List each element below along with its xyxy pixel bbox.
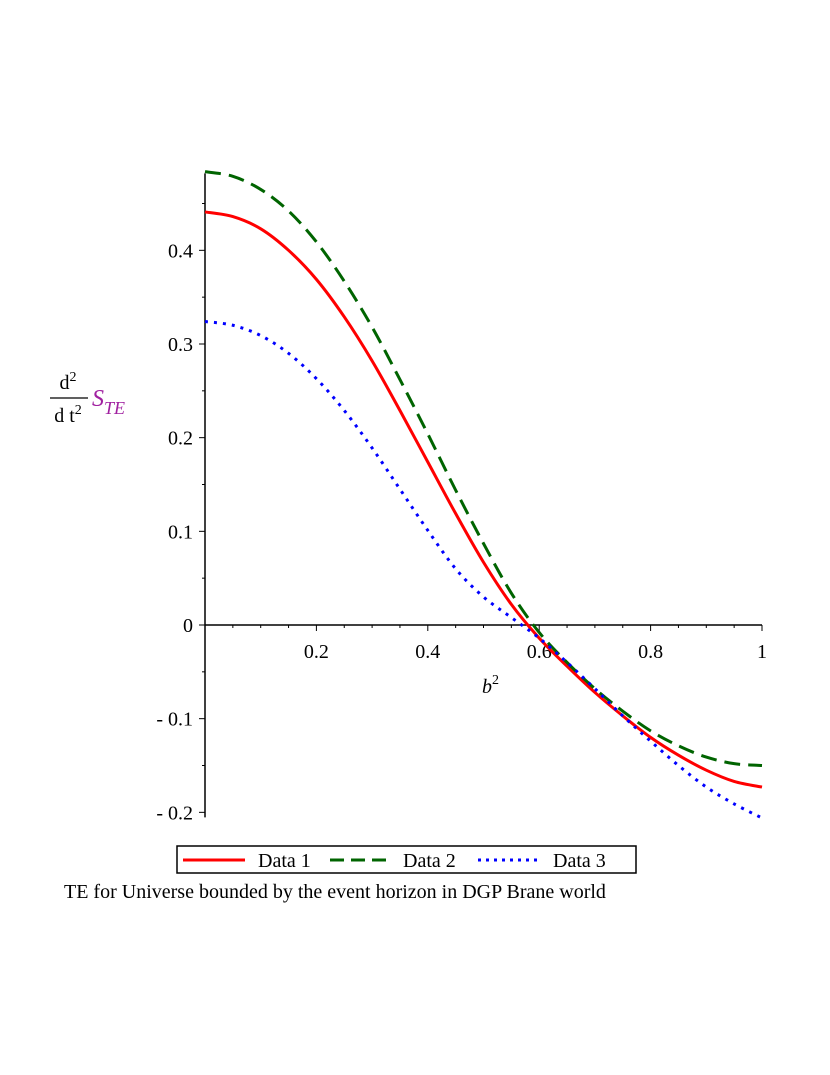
axes [204,173,762,818]
y-tick-label: - 0.2 [156,802,193,824]
ticks: 0.2 0.4 0.6 0.8 1- 0.2- 0.100.10.20.30.4 [156,202,767,824]
y-label-numerator: d2 [60,370,77,394]
y-tick-label: 0.4 [168,240,193,262]
y-axis-label: d2 d t2 STE [50,370,125,427]
y-tick-label: 0 [183,615,193,637]
series-line-data-1 [204,210,763,789]
legend: Data 1 Data 2 Data 3 [176,845,637,874]
x-tick-label: 0.2 [304,641,329,663]
series-line-data-3 [204,320,763,820]
y-tick-label: 0.3 [168,334,193,356]
legend-label-data-1: Data 1 [258,850,311,872]
y-tick-label: 0.1 [168,521,193,543]
series [204,170,763,820]
y-label-variable: STE [92,386,125,418]
y-tick-label: - 0.1 [156,709,193,731]
legend-label-data-2: Data 2 [403,850,456,872]
x-tick-label: 0.8 [638,641,663,663]
x-tick-label: 1 [757,641,767,663]
x-tick-label: 0.4 [415,641,440,663]
y-tick-label: 0.2 [168,428,193,450]
legend-box [176,845,637,874]
series-line-data-2 [204,170,763,767]
chart-caption: TE for Universe bounded by the event hor… [64,881,606,903]
y-label-denominator: d t2 [54,403,82,427]
legend-label-data-3: Data 3 [553,850,606,872]
x-axis-label: b2 [482,673,499,698]
